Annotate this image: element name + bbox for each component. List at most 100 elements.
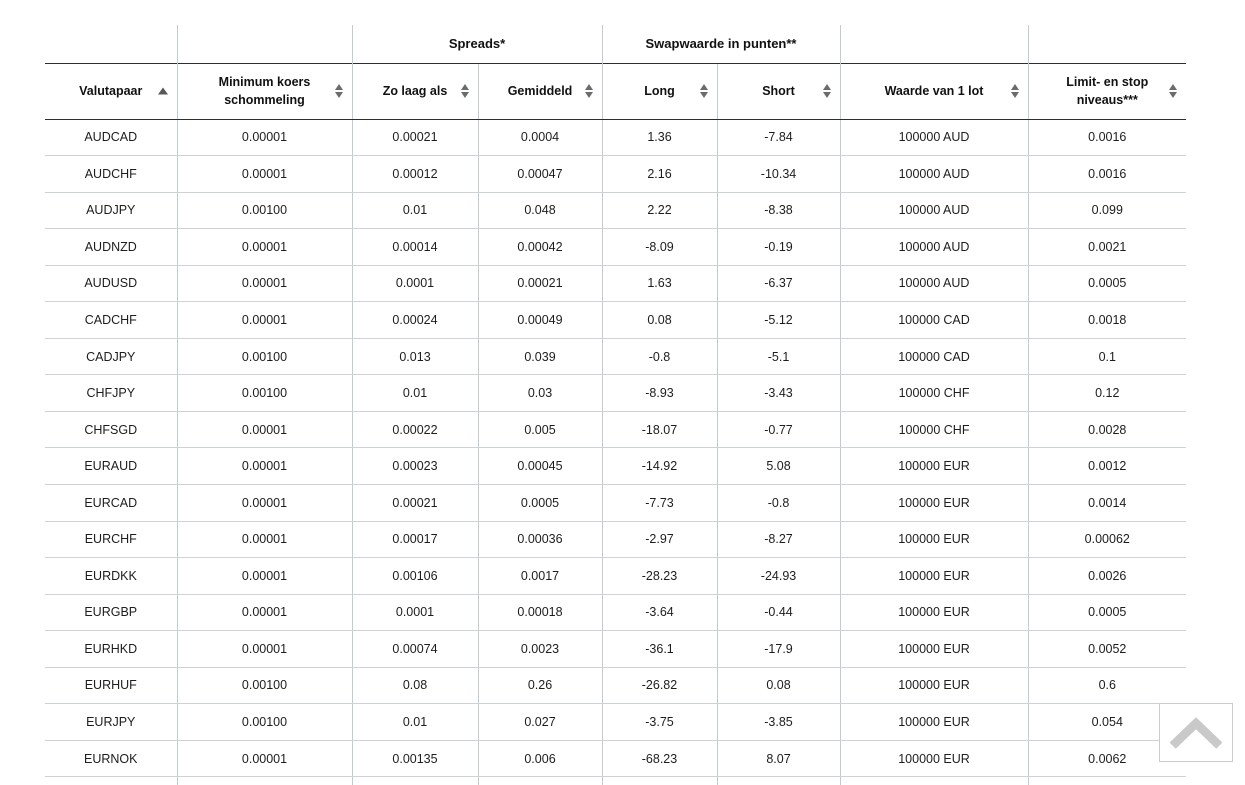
table-cell: 0.00100 <box>176 703 352 741</box>
table-cell: 0.00001 <box>176 740 352 778</box>
table-cell <box>477 776 602 785</box>
table-cell: -3.75 <box>601 703 717 741</box>
table-row: AUDCHF 0.00001 0.00012 0.00047 2.16 -10.34 100… <box>45 155 1187 193</box>
column-header-short[interactable]: Short <box>716 62 841 120</box>
table-cell: 0.00001 <box>176 594 352 632</box>
table-row: AUDJPY 0.00100 0.01 0.048 2.22 -8.38 100000 AU… <box>45 192 1187 230</box>
column-header-label: Long <box>644 83 675 98</box>
column-header-long[interactable]: Long <box>601 62 717 120</box>
table-row: CADCHF 0.00001 0.00024 0.00049 0.08 -5.12 1000… <box>45 301 1187 339</box>
currency-pair-cell: EURAUD <box>45 447 177 485</box>
table-cell: 0.00047 <box>477 155 602 193</box>
table-cell: 100000 CAD <box>839 338 1029 376</box>
table-cell: 0.0005 <box>1027 594 1187 632</box>
table-cell: 0.03 <box>477 374 602 412</box>
table-cell: -2.97 <box>601 521 717 559</box>
table-cell: 0.00001 <box>176 630 352 668</box>
currency-pair-cell: AUDCAD <box>45 119 177 157</box>
table-cell: 100000 EUR <box>839 703 1029 741</box>
table-cell: 0.039 <box>477 338 602 376</box>
table-cell: 0.0021 <box>1027 228 1187 266</box>
table-cell: 0.00042 <box>477 228 602 266</box>
group-header-empty <box>45 25 177 63</box>
table-cell: 0.01 <box>351 192 478 230</box>
group-header-spreads: Spreads* <box>351 25 602 63</box>
table-cell: 5.08 <box>716 447 841 485</box>
column-header-valutapaar[interactable]: Valutapaar <box>45 62 177 120</box>
table-cell: -26.82 <box>601 667 717 705</box>
table-cell: -3.85 <box>716 703 841 741</box>
column-header-gemiddeld[interactable]: Gemiddeld <box>477 62 602 120</box>
table-cell: 0.00021 <box>477 265 602 303</box>
table-cell: 100000 EUR <box>839 484 1029 522</box>
table-cell: 100000 AUD <box>839 192 1029 230</box>
chevron-up-icon <box>1169 717 1223 749</box>
table-cell: 0.00012 <box>351 155 478 193</box>
group-header-empty <box>839 25 1029 63</box>
table-body: AUDCAD 0.00001 0.00021 0.0004 1.36 -7.84 10000… <box>45 119 1187 785</box>
scroll-to-top-button[interactable] <box>1159 703 1233 762</box>
table-cell: -7.73 <box>601 484 717 522</box>
table-cell: 0.013 <box>351 338 478 376</box>
table-cell: 0.01 <box>351 374 478 412</box>
table-cell: 0.6 <box>1027 667 1187 705</box>
table-cell: -0.8 <box>601 338 717 376</box>
column-header-row: Valutapaar Minimum koers schommeling Zo … <box>45 62 1187 120</box>
table-row: EURCAD 0.00001 0.00021 0.0005 -7.73 -0.8 10000… <box>45 484 1187 522</box>
table-cell: 0.0001 <box>351 265 478 303</box>
table-cell: 100000 EUR <box>839 521 1029 559</box>
table-cell <box>1027 776 1187 785</box>
column-header-label: Valutapaar <box>79 83 143 98</box>
sort-icon <box>699 84 708 98</box>
table-cell: 0.00001 <box>176 521 352 559</box>
column-header-label: Gemiddeld <box>507 83 573 98</box>
table-cell: 0.00021 <box>351 119 478 157</box>
table-row: EURGBP 0.00001 0.0001 0.00018 -3.64 -0.44 1000… <box>45 594 1187 632</box>
table-cell: 0.027 <box>477 703 602 741</box>
table-cell: 0.00017 <box>351 521 478 559</box>
table-row: EURDKK 0.00001 0.00106 0.0017 -28.23 -24.93 10… <box>45 557 1187 595</box>
table-cell: 0.00024 <box>351 301 478 339</box>
table-cell: 0.00001 <box>176 447 352 485</box>
table-cell: -5.12 <box>716 301 841 339</box>
table-cell: 0.0023 <box>477 630 602 668</box>
table-cell: 100000 EUR <box>839 557 1029 595</box>
currency-pair-cell: EURHKD <box>45 630 177 668</box>
table-cell <box>351 776 478 785</box>
table-row: EURJPY 0.00100 0.01 0.027 -3.75 -3.85 100000 E… <box>45 703 1187 741</box>
table-cell: 0.00036 <box>477 521 602 559</box>
table-cell: 100000 AUD <box>839 228 1029 266</box>
table-cell: 1.36 <box>601 119 717 157</box>
table-cell: 0.00018 <box>477 594 602 632</box>
table-cell: 0.00049 <box>477 301 602 339</box>
currency-pair-cell: EURGBP <box>45 594 177 632</box>
column-header-waarde-van-1-lot[interactable]: Waarde van 1 lot <box>839 62 1029 120</box>
currency-pair-cell: CHFJPY <box>45 374 177 412</box>
table-cell: -5.1 <box>716 338 841 376</box>
sort-icon <box>1169 84 1178 98</box>
table-cell: -0.8 <box>716 484 841 522</box>
column-header-zo-laag-als[interactable]: Zo laag als <box>351 62 478 120</box>
table-cell: 0.0012 <box>1027 447 1187 485</box>
table-cell <box>716 776 841 785</box>
column-header-minimum-koers[interactable]: Minimum koers schommeling <box>176 62 352 120</box>
table-cell: 0.00074 <box>351 630 478 668</box>
table-cell: 0.00100 <box>176 374 352 412</box>
table-cell: 100000 EUR <box>839 667 1029 705</box>
table-cell: 0.0028 <box>1027 411 1187 449</box>
currency-pair-cell: CADJPY <box>45 338 177 376</box>
table-cell: 0.00001 <box>176 411 352 449</box>
table-cell: 100000 EUR <box>839 630 1029 668</box>
table-cell: 0.26 <box>477 667 602 705</box>
column-header-limit-en-stop[interactable]: Limit- en stop niveaus*** <box>1027 62 1187 120</box>
table-cell: 0.00001 <box>176 301 352 339</box>
table-cell: 0.0005 <box>477 484 602 522</box>
table-cell: -36.1 <box>601 630 717 668</box>
table-cell: 0.0014 <box>1027 484 1187 522</box>
currency-pair-cell: EURHUF <box>45 667 177 705</box>
table-cell: 0.00135 <box>351 740 478 778</box>
column-header-label: Zo laag als <box>382 83 448 98</box>
table-cell: 0.006 <box>477 740 602 778</box>
table-cell: -8.09 <box>601 228 717 266</box>
table-cell: 0.099 <box>1027 192 1187 230</box>
